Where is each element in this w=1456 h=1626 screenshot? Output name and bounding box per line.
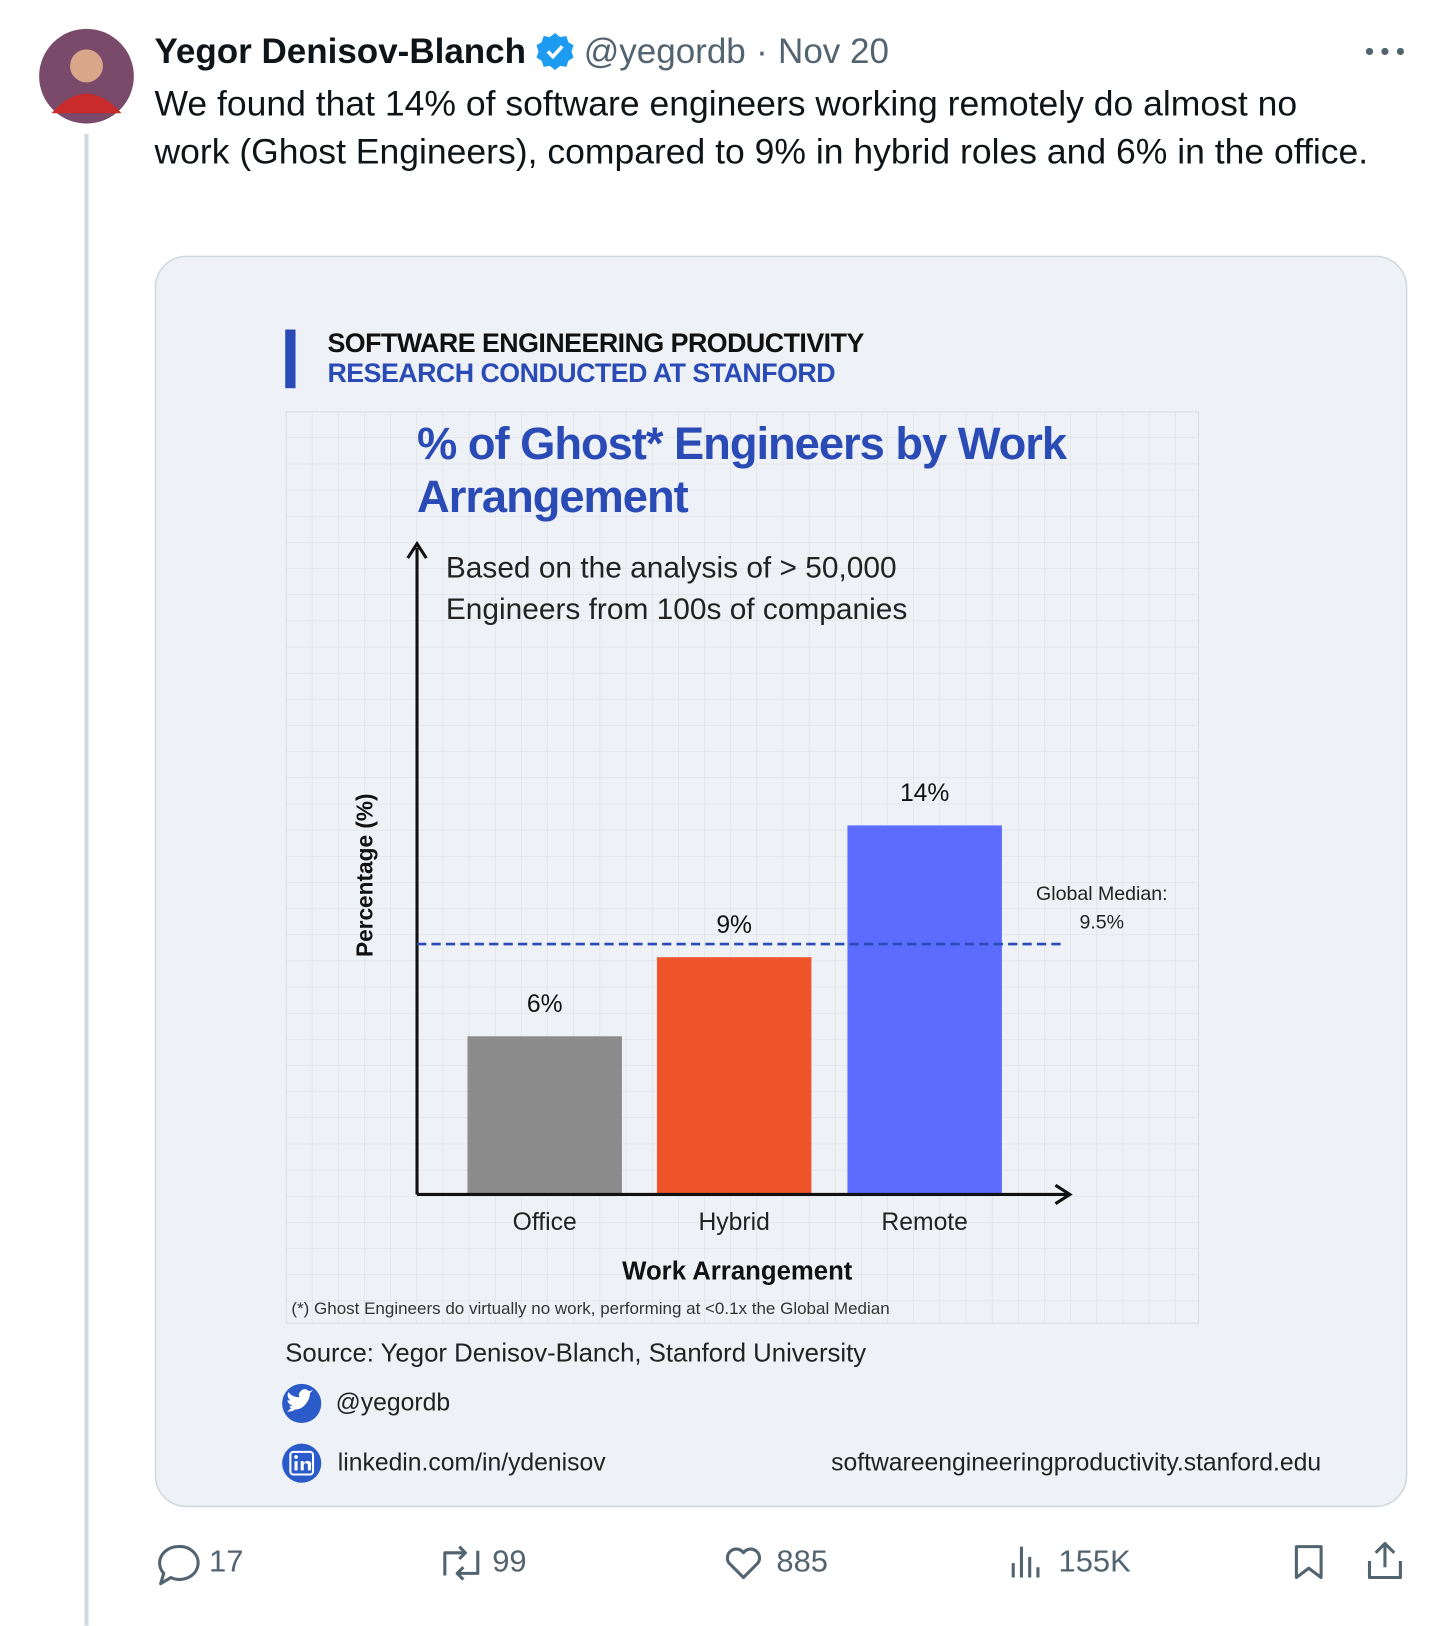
chart-subtitle: Based on the analysis of > 50,000 Engine… bbox=[445, 551, 908, 627]
median-value-label: 9.5% bbox=[1079, 912, 1124, 934]
tweet-header: Yegor Denisov-Blanch @yegordb · Nov 20 bbox=[154, 29, 889, 74]
value-label: 14% bbox=[900, 780, 949, 807]
x-tick-label: Office bbox=[513, 1209, 577, 1236]
bar bbox=[847, 825, 1002, 1195]
more-menu[interactable] bbox=[1365, 47, 1404, 56]
view-count[interactable]: 155K bbox=[1058, 1544, 1131, 1579]
bar bbox=[467, 1036, 622, 1195]
separator: · bbox=[756, 31, 768, 72]
reply-icon[interactable] bbox=[158, 1544, 200, 1586]
author-handle[interactable]: @yegordb bbox=[583, 31, 746, 72]
chart-title: % of Ghost* Engineers by Work Arrangemen… bbox=[417, 419, 1067, 523]
bar bbox=[656, 957, 812, 1195]
footnote: (*) Ghost Engineers do virtually no work… bbox=[291, 1299, 890, 1319]
twitter-icon bbox=[282, 1383, 322, 1424]
website-url: softwareengineeringproductivity.stanford… bbox=[831, 1448, 1322, 1477]
linkedin-icon bbox=[282, 1443, 322, 1483]
views-icon[interactable] bbox=[1011, 1546, 1040, 1578]
like-icon[interactable] bbox=[725, 1547, 762, 1580]
card-header-line1: SOFTWARE ENGINEERING PRODUCTIVITY bbox=[327, 327, 864, 359]
source: Source: Yegor Denisov-Blanch, Stanford U… bbox=[285, 1338, 867, 1368]
x-axis-label: Work Arrangement bbox=[622, 1258, 853, 1286]
card-header-line2: RESEARCH CONDUCTED AT STANFORD bbox=[327, 357, 836, 389]
median-label: Global Median: bbox=[1036, 883, 1167, 905]
x-tick-label: Hybrid bbox=[698, 1209, 769, 1236]
y-axis-arrow bbox=[406, 540, 428, 559]
share-icon[interactable] bbox=[1367, 1541, 1402, 1580]
tweet-text: We found that 14% of software engineers … bbox=[154, 84, 1369, 172]
value-label: 9% bbox=[716, 912, 752, 939]
author-name[interactable]: Yegor Denisov-Blanch bbox=[154, 31, 527, 72]
tweet-date[interactable]: Nov 20 bbox=[778, 31, 889, 72]
bookmark-icon[interactable] bbox=[1294, 1545, 1323, 1580]
x-axis-arrow bbox=[1054, 1183, 1073, 1206]
repost-count[interactable]: 99 bbox=[492, 1544, 527, 1579]
y-axis-label: Percentage (%) bbox=[352, 793, 378, 957]
header-accent bbox=[285, 329, 296, 389]
x-tick-label: Remote bbox=[881, 1209, 968, 1236]
twitter-handle: @yegordb bbox=[335, 1389, 451, 1417]
verified-badge bbox=[536, 32, 574, 71]
chart: 6% Office 9% Hybrid 14% Remote Global Median: 9… bbox=[352, 540, 1168, 1286]
reply-count[interactable]: 17 bbox=[209, 1544, 244, 1579]
repost-icon[interactable] bbox=[443, 1545, 480, 1581]
like-count[interactable]: 885 bbox=[776, 1544, 828, 1579]
linkedin-url: linkedin.com/in/ydenisov bbox=[337, 1448, 606, 1477]
value-label: 6% bbox=[527, 991, 563, 1018]
avatar[interactable] bbox=[39, 28, 134, 124]
